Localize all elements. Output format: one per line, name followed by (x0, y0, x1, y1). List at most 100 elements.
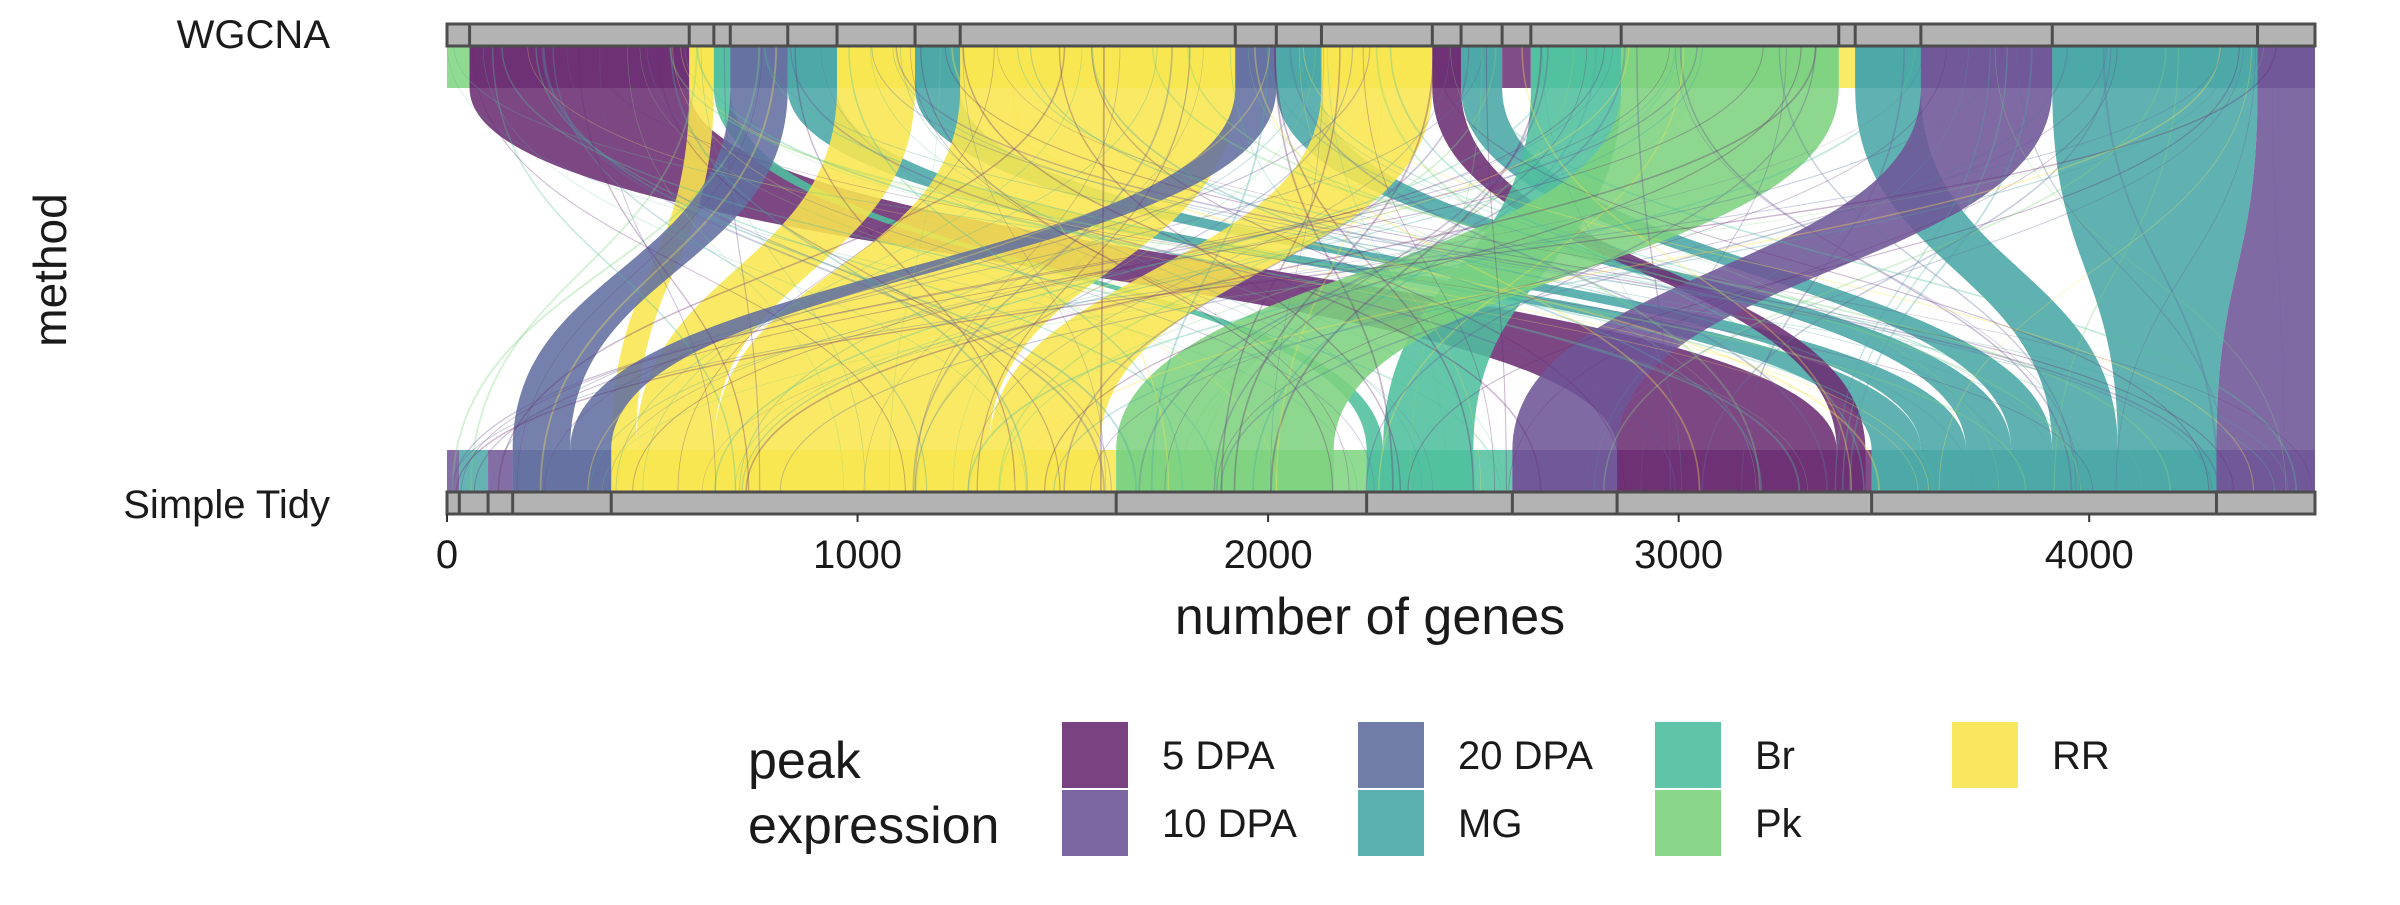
x-tick-label: 4000 (2045, 533, 2134, 577)
minor-flow-line (471, 45, 906, 493)
minor-flow-line (1842, 45, 2008, 493)
minor-flow-line (789, 45, 1677, 493)
minor-flow-line (714, 45, 1561, 493)
minor-flow-line (745, 45, 1817, 493)
minor-flow-line (491, 45, 1484, 493)
minor-flow-line (1389, 45, 1865, 493)
minor-flow-line (998, 45, 1497, 493)
minor-flow-line (1090, 45, 2107, 493)
minor-flow-line (2271, 45, 2285, 493)
bottom-band-fill (447, 450, 460, 492)
minor-flow-line (1233, 45, 1435, 493)
minor-flow-line (453, 45, 2276, 493)
minor-flow-line (952, 45, 1191, 493)
legend-swatch (1952, 722, 2018, 788)
minor-flow-line (680, 45, 1930, 493)
minor-flow-line (1009, 45, 1170, 493)
minor-flow-line (1216, 45, 1947, 493)
minor-flow-line (976, 45, 1191, 493)
minor-flow-line (739, 45, 1312, 493)
minor-flow-line (590, 45, 2094, 493)
minor-flow-line (779, 45, 1999, 493)
legend-label: 10 DPA (1162, 802, 1297, 846)
x-tick-label: 0 (436, 533, 458, 577)
minor-flow-line (669, 45, 2027, 493)
minor-flow-line (920, 45, 1334, 493)
minor-flow-line (1164, 45, 1588, 493)
minor-flow-line (967, 45, 1916, 493)
minor-flow-line (1270, 45, 1543, 493)
minor-flow-line (543, 45, 1371, 493)
minor-flow-line (719, 45, 1630, 493)
minor-flow-line (491, 45, 737, 493)
minor-flow-line (863, 45, 1204, 493)
minor-flow-line (951, 45, 1881, 493)
minor-flow-line (1298, 45, 2078, 493)
minor-flow-line (820, 45, 1434, 493)
minor-flow-line (1151, 45, 2171, 493)
legend: peak expression 5 DPA 10 DPA 20 DPA MG Br Pk R… (748, 722, 2110, 856)
minor-flow-line (1270, 45, 1324, 493)
minor-flow-line (1029, 45, 1974, 493)
minor-flow-line (451, 45, 761, 493)
minor-flow-line (1187, 45, 1631, 493)
minor-flow-line (763, 45, 1935, 493)
minor-flow-line (455, 45, 2277, 493)
minor-flow-line (1464, 45, 2298, 493)
minor-flow-line (672, 45, 1278, 493)
minor-flow-line (469, 45, 698, 493)
minor-flow-line (646, 45, 1375, 493)
minor-flow-line (1196, 45, 1575, 493)
minor-flow-line (587, 45, 1271, 493)
flow-ribbon (2216, 46, 2315, 492)
minor-flow-line (794, 45, 1016, 493)
minor-flow-line (535, 45, 1218, 493)
flow-ribbon (570, 46, 1277, 492)
minor-flow-line (461, 45, 1670, 493)
minor-flow-line (1254, 45, 1701, 493)
minor-flow-line (1302, 45, 2255, 493)
minor-flow-line (1150, 45, 1269, 493)
minor-flow-line (1274, 45, 1394, 493)
minor-flow-line (1177, 45, 1667, 493)
minor-flow-line (1219, 45, 2069, 493)
minor-flow-line (895, 45, 2220, 493)
legend-label: 5 DPA (1162, 734, 1275, 778)
legend-swatch (1358, 722, 1424, 788)
minor-flow-line (1220, 45, 1341, 493)
minor-flow-line (627, 45, 844, 493)
flow-ribbon (713, 46, 1236, 492)
minor-flow-line (1138, 45, 1626, 493)
minor-flow-line (615, 45, 1158, 493)
minor-flow-line (1289, 45, 1829, 493)
minor-flow-line (2102, 45, 2219, 493)
top-band-fill (1502, 46, 1531, 88)
minor-flow-line (962, 45, 1107, 493)
minor-flow-line (1058, 45, 1402, 493)
minor-flow-line (1603, 45, 2167, 493)
minor-flow-line (677, 45, 995, 493)
legend-label: RR (2052, 734, 2110, 778)
legend-swatch (1655, 722, 1721, 788)
flow-ribbon (2052, 46, 2258, 492)
minor-flow-line (542, 45, 1138, 493)
minor-flow-line (1584, 45, 2244, 493)
minor-flow-line (1327, 45, 1448, 493)
stratum-bar-bottom (445, 490, 2317, 516)
minor-flow-line (578, 45, 750, 493)
minor-flow-line (1594, 45, 1969, 493)
minor-flow-line (497, 45, 1066, 493)
minor-flow-line (541, 45, 1106, 493)
minor-flow-line (734, 45, 1679, 493)
minor-flow-line (482, 45, 1026, 493)
minor-flow-line (527, 45, 1919, 493)
minor-flow-line (1679, 45, 2073, 493)
legend-label: Br (1755, 734, 1795, 778)
minor-flow-line (967, 45, 1451, 493)
minor-flow-line (1542, 45, 1682, 493)
minor-flow-line (1521, 45, 1853, 493)
minor-flow-line (1378, 45, 1685, 493)
minor-flow-line (1834, 45, 1991, 493)
minor-flow-line (1298, 45, 1481, 493)
minor-flow-line (552, 45, 928, 493)
